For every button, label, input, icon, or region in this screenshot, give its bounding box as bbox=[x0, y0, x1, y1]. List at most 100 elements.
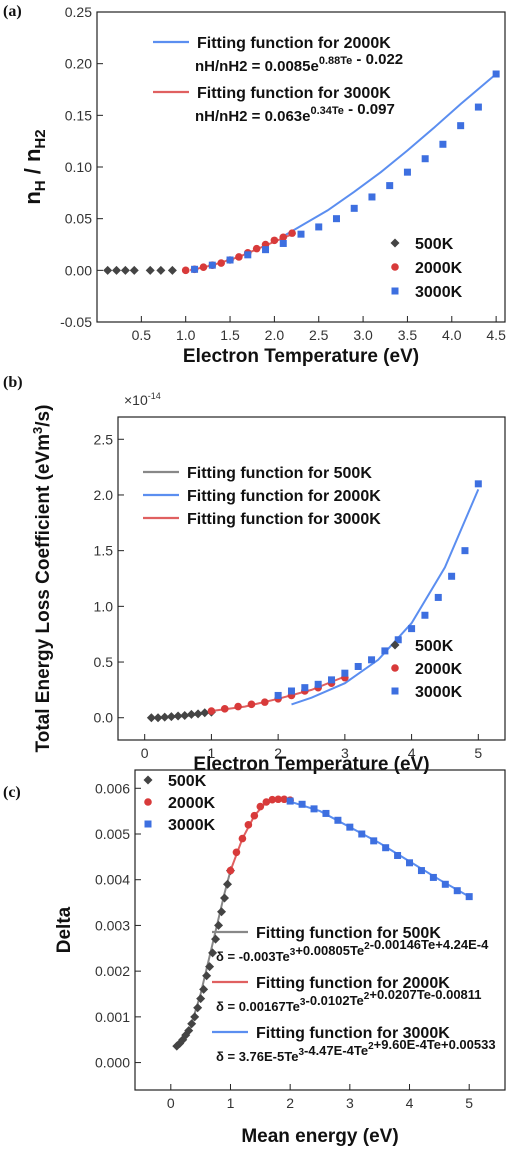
data-point-2000K bbox=[250, 811, 259, 820]
panel-label: (b) bbox=[3, 374, 23, 391]
fit-equation: nH/nH2 = 0.063e0.34Te - 0.097 bbox=[195, 101, 395, 125]
data-point-2000K bbox=[268, 795, 277, 804]
data-point-3000K bbox=[474, 103, 482, 111]
x-tick-label: 4.0 bbox=[442, 327, 462, 343]
data-point-3000K bbox=[354, 662, 362, 670]
x-tick-label: 4.5 bbox=[486, 327, 506, 343]
chart-panel-1: (a) -0.05 0.00 0.05 0.10 0.15 0.20 0.25 0.5 1.0 1.… bbox=[3, 3, 506, 367]
x-tick-label: 1 bbox=[227, 1095, 235, 1111]
fit-line bbox=[291, 489, 480, 706]
data-point-3000K bbox=[314, 680, 322, 688]
x-tick-label: 0 bbox=[141, 745, 149, 761]
legend-label: 500K bbox=[415, 638, 454, 655]
data-point-3000K bbox=[461, 547, 469, 555]
data-point-500K bbox=[193, 1003, 203, 1013]
data-point-3000K bbox=[334, 816, 342, 824]
y-tick-label: 0.0 bbox=[94, 710, 114, 726]
data-point-3000K bbox=[439, 140, 447, 148]
legend-label: 500K bbox=[415, 236, 454, 253]
data-point-500K bbox=[103, 265, 113, 275]
legend-label: 500K bbox=[168, 773, 207, 790]
data-point-3000K bbox=[394, 636, 402, 644]
data-point-3000K bbox=[191, 265, 199, 273]
data-point-2000K bbox=[262, 798, 271, 806]
data-point-2000K bbox=[232, 848, 241, 857]
x-tick-label: 0.5 bbox=[132, 327, 152, 343]
data-point-2000K bbox=[226, 866, 235, 875]
legend-label: 2000K bbox=[415, 260, 463, 277]
y-tick-label: 0.5 bbox=[94, 654, 114, 670]
data-point-500K bbox=[112, 265, 122, 275]
data-point-2000K bbox=[270, 236, 279, 245]
x-tick-label: 2.0 bbox=[265, 327, 285, 343]
data-point-3000K bbox=[408, 625, 416, 633]
data-point-3000K bbox=[368, 656, 376, 664]
plot-frame bbox=[117, 416, 506, 741]
x-tick-label: 5 bbox=[474, 745, 482, 761]
data-point-2000K bbox=[244, 821, 253, 829]
x-tick-label: 2.5 bbox=[309, 327, 329, 343]
legend-marker bbox=[391, 664, 399, 672]
fit-legend-label: Fitting function for 3000K bbox=[197, 85, 391, 102]
data-point-3000K bbox=[244, 251, 252, 259]
y-tick-label: 0.00 bbox=[65, 262, 92, 278]
data-point-2000K bbox=[235, 253, 243, 261]
y-tick-label: 1.0 bbox=[94, 598, 114, 614]
fit-equation: δ = 3.76E-5Te3-4.47E-4Te2+9.60E-4Te+0.00… bbox=[216, 1037, 496, 1064]
data-point-3000K bbox=[298, 800, 306, 808]
plot-frame bbox=[134, 769, 506, 1091]
fit-legend-label: Fitting function for 2000K bbox=[256, 975, 450, 992]
data-point-500K bbox=[167, 265, 177, 275]
data-point-3000K bbox=[358, 830, 366, 838]
data-point-3000K bbox=[279, 239, 287, 247]
chart-panel-2: (b) 0.0 0.5 1.0 1.5 2.0 2.5 0 1 2 3 4 5 ×10-14 Electro… bbox=[3, 374, 506, 775]
data-point-3000K bbox=[315, 223, 323, 231]
y-tick-label: 0.25 bbox=[65, 4, 92, 20]
data-point-3000K bbox=[350, 204, 358, 212]
y-tick-label: 1.5 bbox=[94, 543, 114, 559]
data-point-2000K bbox=[288, 229, 296, 237]
legend-marker bbox=[391, 687, 399, 695]
data-point-3000K bbox=[386, 182, 394, 190]
legend-marker bbox=[144, 798, 152, 806]
y-tick-label: 0.001 bbox=[95, 1009, 130, 1025]
panel-label: (c) bbox=[3, 784, 21, 801]
legend-label: 3000K bbox=[415, 684, 463, 701]
legend-marker bbox=[390, 238, 400, 248]
data-point-3000K bbox=[262, 246, 270, 254]
fit-equation: δ = 0.00167Te3-0.0102Te2+0.0207Te-0.0081… bbox=[216, 987, 482, 1014]
x-tick-label: 1.0 bbox=[176, 327, 196, 343]
x-tick-label: 1.5 bbox=[220, 327, 240, 343]
data-point-500K bbox=[187, 1019, 197, 1029]
fit-line bbox=[283, 798, 470, 898]
data-point-3000K bbox=[208, 261, 216, 269]
fit-legend-label: Fitting function for 2000K bbox=[187, 488, 381, 505]
data-point-500K bbox=[193, 709, 203, 719]
data-point-3000K bbox=[287, 687, 295, 695]
data-point-2000K bbox=[256, 802, 265, 811]
data-point-500K bbox=[205, 962, 215, 972]
legend-marker bbox=[391, 263, 399, 271]
data-point-500K bbox=[153, 713, 163, 723]
data-point-3000K bbox=[465, 893, 473, 901]
data-point-3000K bbox=[301, 684, 309, 692]
y-tick-label: 0.006 bbox=[95, 780, 130, 796]
data-point-500K bbox=[156, 265, 166, 275]
data-point-3000K bbox=[274, 691, 282, 699]
data-point-500K bbox=[220, 893, 230, 903]
data-point-500K bbox=[202, 971, 212, 981]
y-tick-label: 0.10 bbox=[65, 159, 92, 175]
x-tick-label: 0 bbox=[167, 1095, 175, 1111]
data-point-500K bbox=[120, 265, 130, 275]
y-tick-label: 0.000 bbox=[95, 1055, 130, 1071]
data-point-2000K bbox=[260, 698, 269, 706]
data-point-3000K bbox=[448, 572, 456, 580]
y-tick-label: 2.5 bbox=[94, 431, 114, 447]
legend-label: 3000K bbox=[415, 284, 463, 301]
y-axis-title: Delta bbox=[54, 906, 75, 953]
x-tick-label: 1 bbox=[208, 745, 216, 761]
fit-legend-label: Fitting function for 3000K bbox=[187, 511, 381, 528]
data-point-3000K bbox=[394, 851, 402, 859]
y-tick-label: 0.002 bbox=[95, 963, 130, 979]
data-point-500K bbox=[160, 712, 170, 722]
